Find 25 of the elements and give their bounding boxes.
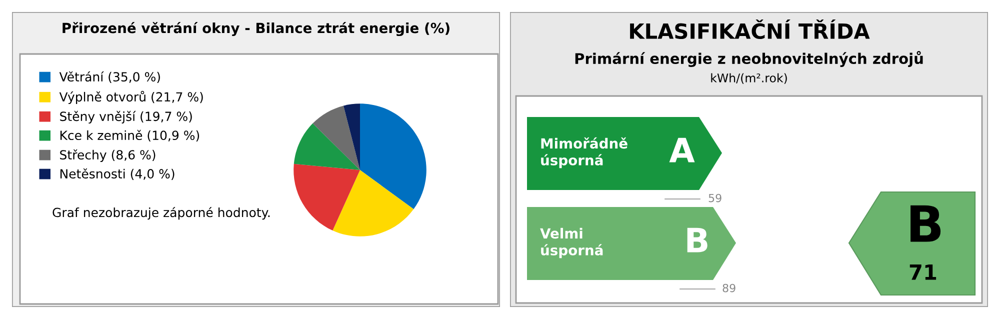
pie-slice [332, 170, 414, 236]
pie-slice [312, 106, 360, 170]
text: Graf nezobrazuje záporné hodnoty. [52, 207, 270, 220]
pie-slice [294, 164, 360, 231]
chart-title: Přirozené větrání okny - Bilance ztrát energie (%) [62, 22, 450, 36]
text: 59 [708, 194, 722, 202]
legend-label: Střechy (8,6 %) [60, 149, 156, 162]
pie-slice [294, 123, 360, 170]
legend-label: Netěsnosti (4,0 %) [60, 168, 174, 180]
text: Velmi úsporná [540, 228, 603, 258]
text: A [669, 138, 695, 162]
text: 71 [910, 264, 936, 280]
text: Mimořádně úsporná [541, 137, 628, 168]
text: kWh/(m².rok) [711, 73, 787, 84]
legend-label: Větrání (35,0 %) [59, 71, 160, 84]
text: B [687, 228, 708, 252]
legend-label: Kce k zemině (10,9 %) [60, 130, 200, 142]
legend-label: Stěny vnější (19,7 %) [60, 110, 192, 124]
legend-label: Výplně otvorů (21,7 %) [59, 90, 203, 104]
text: 89 [722, 284, 736, 292]
text: B [910, 205, 941, 242]
pie-slice [343, 104, 360, 170]
pie-slice [360, 104, 426, 210]
text: KLASIFIKAČNÍ TŘÍDA [630, 19, 870, 40]
text: Primární energie z neobnovitelných zdrojů [575, 51, 923, 67]
